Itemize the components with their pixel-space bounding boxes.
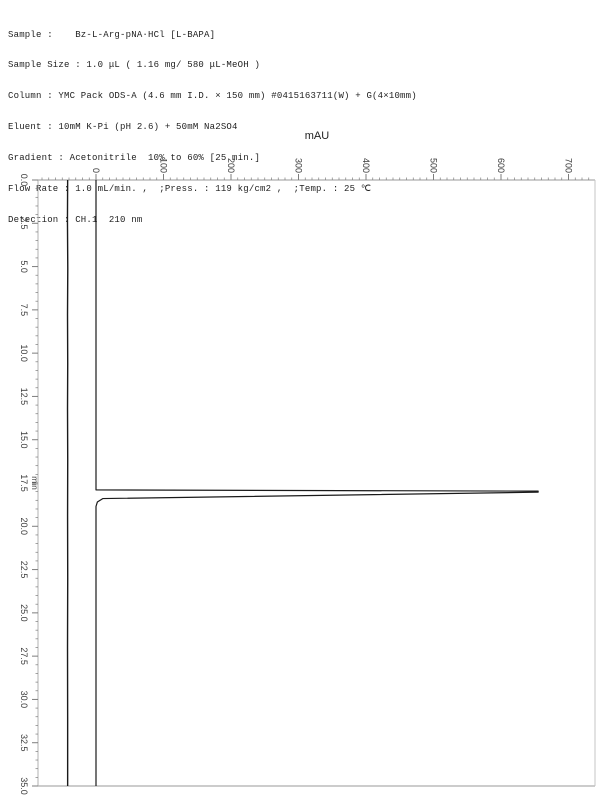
time-tick-label: 0.0 xyxy=(19,174,29,187)
time-tick-label: 15.0 xyxy=(19,431,29,449)
signal-tick-label: 600 xyxy=(496,158,506,173)
header-line-column: Column : YMC Pack ODS-A (4.6 mm I.D. × 1… xyxy=(8,91,417,102)
header-line-sample: Sample : Bz-L-Arg-pNA·HCl [L-BAPA] xyxy=(8,29,216,40)
time-tick-label: 7.5 xyxy=(19,304,29,317)
signal-tick-label: 400 xyxy=(361,158,371,173)
signal-tick-label: 100 xyxy=(159,158,169,173)
plot-frame xyxy=(37,179,596,787)
header-line-flow-rate: Flow Rate : 1.0 mL/min. , ;Press. : 119 … xyxy=(8,184,372,195)
signal-tick-label: 700 xyxy=(564,158,574,173)
axis-labels: 0 100 200 300 400 500 600 700 0.0 2.5 5.0 7.5 10.0 12… xyxy=(19,158,574,795)
sample-info-header: Sample : Bz-L-Arg-pNA·HCl [L-BAPA] Sampl… xyxy=(8,9,417,236)
time-tick-label: 32.5 xyxy=(19,734,29,752)
time-tick-label: 20.0 xyxy=(19,518,29,536)
time-tick-label: 10.0 xyxy=(19,344,29,362)
time-tick-label: 27.5 xyxy=(19,647,29,665)
header-line-sample-size: Sample Size : 1.0 μL ( 1.16 mg/ 580 μL-M… xyxy=(8,60,261,71)
header-line-detection: Detection : CH.1 210 nm xyxy=(8,214,143,225)
signal-tick-label: 300 xyxy=(294,158,304,173)
header-line-gradient: Gradient : Acetonitrile 10% to 60% [25 m… xyxy=(8,153,261,164)
signal-axis-title: mAU xyxy=(305,130,330,142)
chromatogram-traces xyxy=(66,179,539,786)
header-line-eluent: Eluent : 10mM K-Pi (pH 2.6) + 50mM Na2SO… xyxy=(8,122,238,133)
signal-tick-label: 500 xyxy=(429,158,439,173)
axis-ticks xyxy=(32,174,590,787)
time-tick-label: 30.0 xyxy=(19,691,29,709)
signal-tick-label: 200 xyxy=(226,158,236,173)
time-tick-label: 12.5 xyxy=(19,388,29,406)
signal-tick-label: 0 xyxy=(91,168,101,173)
time-tick-label: 5.0 xyxy=(19,260,29,273)
time-tick-label: 25.0 xyxy=(19,604,29,622)
time-tick-label: 2.5 xyxy=(19,217,29,230)
time-tick-label: 17.5 xyxy=(19,474,29,492)
time-tick-label: 35.0 xyxy=(19,777,29,795)
detector-signal xyxy=(95,180,539,786)
time-tick-label: 22.5 xyxy=(19,561,29,579)
